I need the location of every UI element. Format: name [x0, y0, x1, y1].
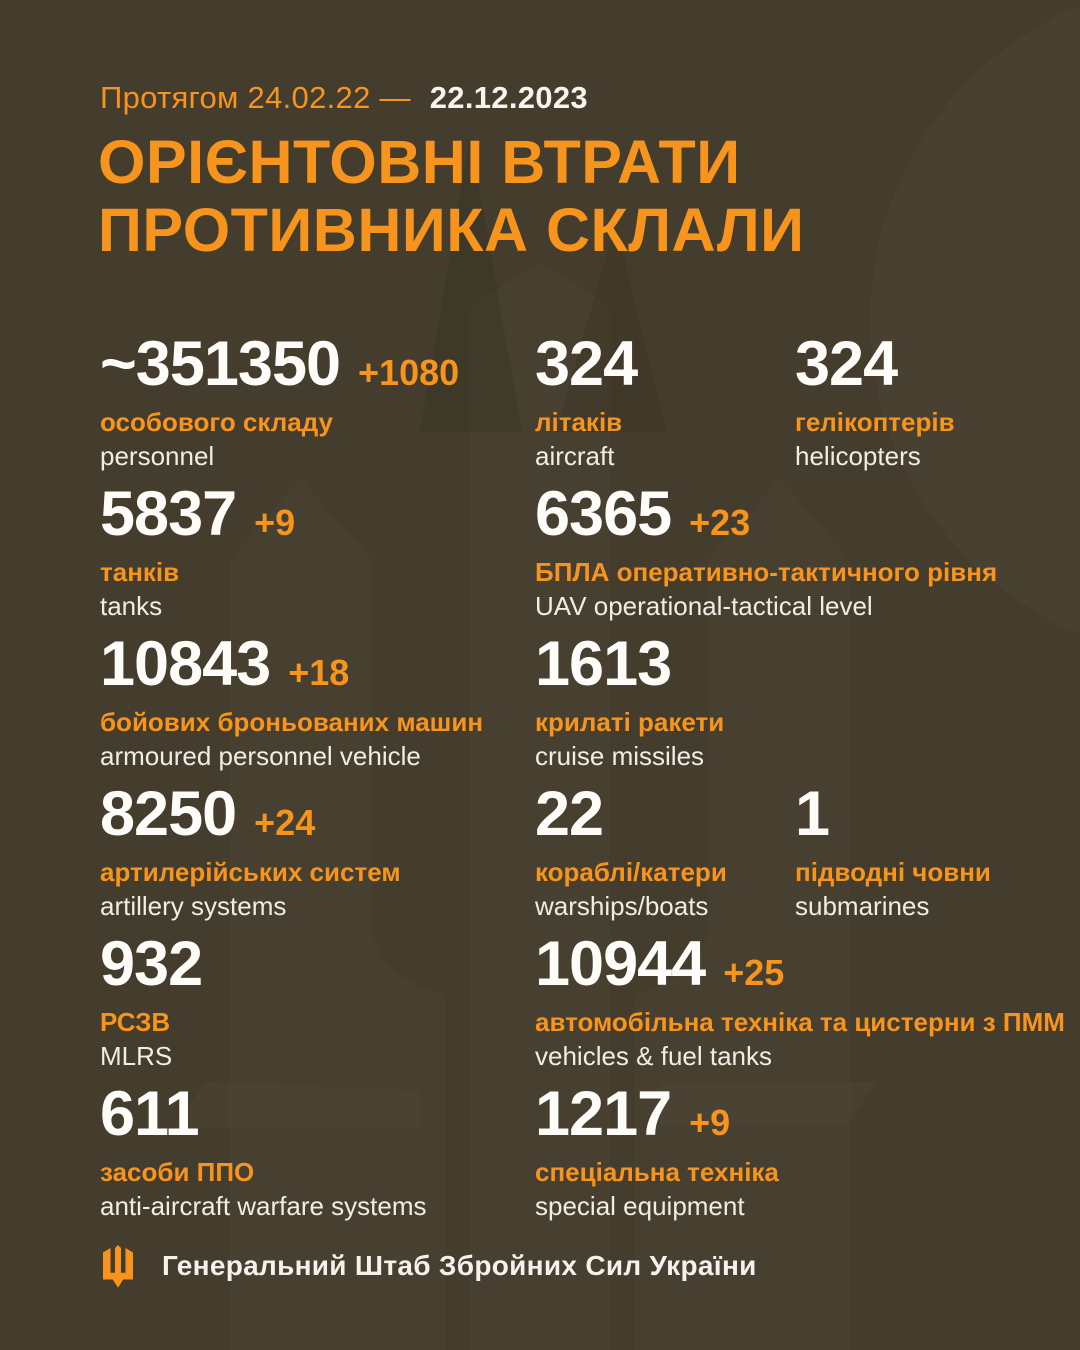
- footer: Генеральний Штаб Збройних Сил України: [100, 1243, 757, 1289]
- stat-delta: +9: [689, 1102, 731, 1143]
- stat-label-en: artillery systems: [100, 891, 287, 921]
- stat-delta: +9: [254, 502, 296, 543]
- organization-name: Генеральний Штаб Збройних Сил України: [162, 1250, 757, 1281]
- stat-value: 1: [795, 779, 830, 849]
- stat-value: 10843: [100, 629, 271, 699]
- stat-label-ua: РСЗВ: [100, 1007, 171, 1037]
- tryzub-trident-icon: [103, 1245, 133, 1288]
- stat-personnel: ~351350 +1080 особового складу personnel: [100, 330, 459, 472]
- stat-delta: +24: [254, 802, 316, 843]
- stat-value: ~351350: [100, 329, 341, 399]
- stat-label-en: UAV operational-tactical level: [535, 591, 873, 621]
- stat-label-en: armoured personnel vehicle: [100, 741, 421, 771]
- stat-label-en: MLRS: [100, 1041, 173, 1071]
- stat-artillery: 8250 +24 артилерійських систем artillery…: [100, 780, 401, 922]
- stat-value: 8250: [100, 779, 237, 849]
- report-period: Протягом 24.02.22 — 22.12.2023: [100, 80, 588, 116]
- stat-label-ua: гелікоптерів: [795, 407, 955, 437]
- stat-label-ua: спеціальна техніка: [535, 1157, 779, 1187]
- stat-submarines: 1 підводні човни submarines: [795, 780, 991, 922]
- stat-label-en: aircraft: [535, 441, 615, 471]
- stat-value: 6365: [535, 479, 672, 549]
- stat-label-ua: артилерійських систем: [100, 857, 401, 887]
- stat-value: 611: [100, 1079, 200, 1149]
- stat-label-en: anti-aircraft warfare systems: [100, 1191, 427, 1221]
- stat-label-ua: особового складу: [100, 407, 333, 437]
- stat-delta: +18: [288, 652, 350, 693]
- stat-delta: +23: [689, 502, 751, 543]
- stat-label-ua: автомобільна техніка та цистерни з ПММ: [535, 1007, 1065, 1037]
- stat-uav: 6365 +23 БПЛА оперативно-тактичного рівн…: [535, 480, 997, 622]
- stat-label-ua: бойових броньованих машин: [100, 707, 484, 737]
- stat-value: 324: [535, 329, 638, 399]
- stat-label-ua: танків: [100, 557, 180, 587]
- stat-value: 22: [535, 779, 604, 849]
- stat-armoured-vehicles: 10843 +18 бойових броньованих машин armo…: [100, 630, 483, 772]
- stat-label-en: tanks: [100, 591, 163, 621]
- period-date: 22.12.2023: [429, 80, 588, 115]
- stat-vehicles-fuel-tanks: 10944 +25 автомобільна техніка та цистер…: [535, 930, 1065, 1072]
- title-line-1: ОРІЄНТОВНІ ВТРАТИ: [98, 128, 741, 196]
- stat-cruise-missiles: 1613 крилаті ракети cruise missiles: [535, 630, 724, 772]
- stat-label-en: personnel: [100, 441, 215, 471]
- stat-value: 324: [795, 329, 898, 399]
- stat-label-en: special equipment: [535, 1191, 745, 1221]
- stat-tanks: 5837 +9 танків tanks: [100, 480, 295, 622]
- page-title: ОРІЄНТОВНІ ВТРАТИ ПРОТИВНИКА СКЛАЛИ: [98, 128, 805, 264]
- stat-value: 932: [100, 929, 203, 999]
- stat-label-ua: кораблі/катери: [535, 857, 727, 887]
- stat-label-en: submarines: [795, 891, 930, 921]
- stat-label-ua: засоби ППО: [100, 1157, 255, 1187]
- stat-label-ua: крилаті ракети: [535, 707, 725, 737]
- stat-aircraft: 324 літаків aircraft: [535, 330, 655, 472]
- stat-warships: 22 кораблі/катери warships/boats: [535, 780, 727, 922]
- stat-value: 1613: [535, 629, 672, 699]
- stat-label-ua: підводні човни: [795, 857, 991, 887]
- stat-label-en: vehicles & fuel tanks: [535, 1041, 773, 1071]
- stat-value: 1217: [535, 1079, 672, 1149]
- stat-value: 10944: [535, 929, 706, 999]
- stat-label-en: warships/boats: [535, 891, 709, 921]
- stat-label-en: helicopters: [795, 441, 921, 471]
- stat-special-equipment: 1217 +9 спеціальна техніка special equip…: [535, 1080, 779, 1222]
- stat-value: 5837: [100, 479, 237, 549]
- stat-helicopters: 324 гелікоптерів helicopters: [795, 330, 955, 472]
- stat-anti-aircraft: 611 засоби ППО anti-aircraft warfare sys…: [100, 1080, 427, 1222]
- period-prefix: Протягом 24.02.22 —: [100, 80, 411, 115]
- stat-label-ua: БПЛА оперативно-тактичного рівня: [535, 557, 998, 587]
- stat-delta: +1080: [358, 352, 460, 393]
- title-line-2: ПРОТИВНИКА СКЛАЛИ: [98, 196, 805, 264]
- stat-delta: +25: [723, 952, 785, 993]
- stat-mlrs: 932 РСЗВ MLRS: [100, 930, 220, 1072]
- stat-label-ua: літаків: [535, 407, 623, 437]
- stat-label-en: cruise missiles: [535, 741, 705, 771]
